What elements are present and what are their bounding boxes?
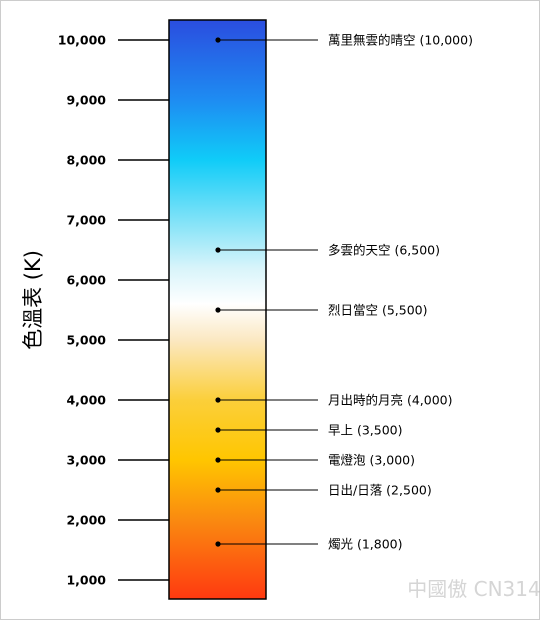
tick-label-8: 2,000 — [66, 513, 106, 528]
tick-label-0: 10,000 — [58, 33, 107, 48]
watermark-logo: 中國傲 CN314 — [407, 577, 540, 601]
tick-label-1: 9,000 — [66, 93, 106, 108]
tick-label-2: 8,000 — [66, 153, 106, 168]
marker-dot-5 — [215, 457, 221, 463]
tick-label-6: 4,000 — [66, 393, 106, 408]
marker-dot-2 — [215, 307, 221, 313]
marker-label-3: 月出時的月亮 (4,000) — [328, 393, 453, 408]
tick-label-3: 7,000 — [66, 213, 106, 228]
marker-dot-0 — [215, 37, 221, 43]
tick-label-7: 3,000 — [66, 453, 106, 468]
tick-label-9: 1,000 — [66, 573, 106, 588]
watermark-text: 中國傲 CN314 — [407, 577, 540, 601]
marker-label-6: 日出/日落 (2,500) — [328, 483, 432, 498]
tick-label-4: 6,000 — [66, 273, 106, 288]
marker-dot-7 — [215, 541, 221, 547]
scale-title: 色溫表 (K) — [21, 250, 45, 350]
tick-group: 10,000 9,000 8,000 7,000 6,000 5,000 4,000 3,00… — [58, 33, 169, 588]
marker-dot-4 — [215, 427, 221, 433]
marker-dot-6 — [215, 487, 221, 493]
marker-label-5: 電燈泡 (3,000) — [328, 453, 415, 468]
marker-label-1: 多雲的天空 (6,500) — [328, 243, 440, 258]
marker-label-7: 燭光 (1,800) — [328, 537, 403, 552]
marker-label-0: 萬里無雲的晴空 (10,000) — [328, 33, 473, 48]
marker-group: 萬里無雲的晴空 (10,000) 多雲的天空 (6,500) 烈日當空 (5,500… — [215, 33, 473, 552]
marker-dot-1 — [215, 247, 221, 253]
marker-dot-3 — [215, 397, 221, 403]
marker-label-4: 早上 (3,500) — [328, 423, 403, 438]
tick-label-5: 5,000 — [66, 333, 106, 348]
marker-label-2: 烈日當空 (5,500) — [328, 303, 428, 318]
